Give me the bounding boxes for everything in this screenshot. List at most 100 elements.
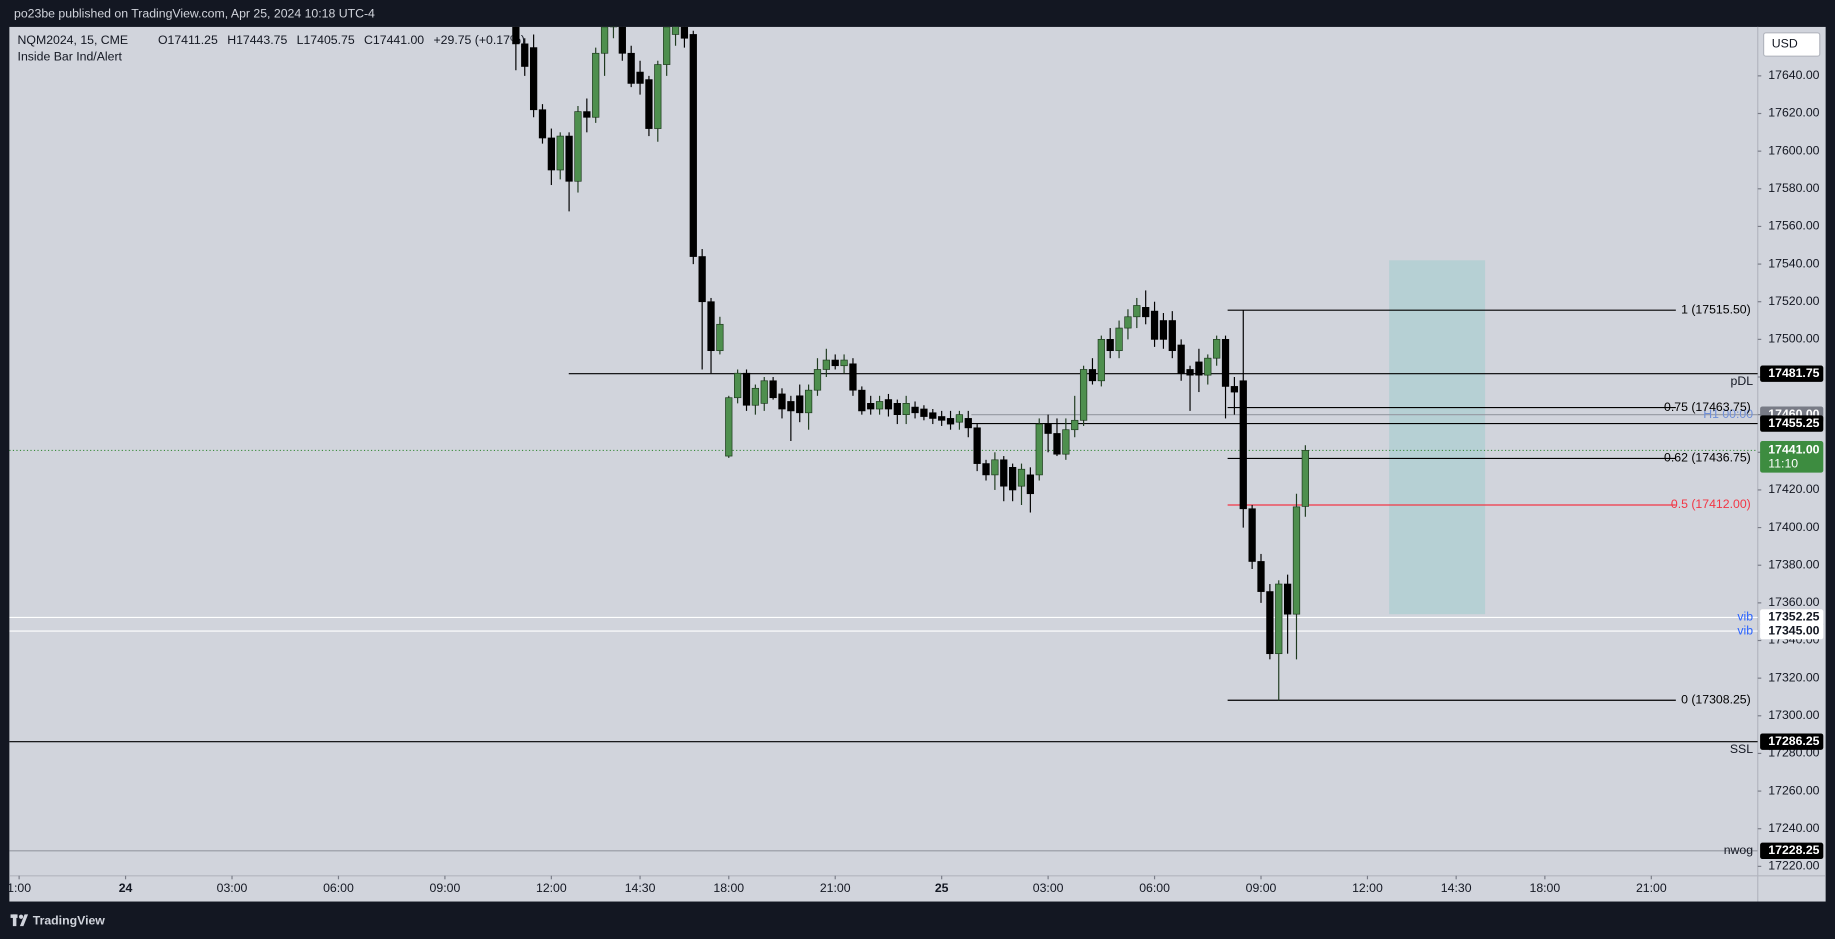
price-box	[1760, 622, 1824, 640]
candle-body	[1097, 339, 1105, 382]
candle-body	[716, 323, 724, 352]
fib-label: 1 (17515.50)	[1681, 302, 1751, 316]
candle-body	[663, 26, 671, 65]
ohlc-legend: C17441.00	[364, 33, 424, 47]
x-tick-label: 1:00	[7, 881, 31, 895]
candle-body	[583, 111, 591, 118]
candle-body	[1257, 561, 1265, 592]
y-tick-label: 17240.00	[1768, 821, 1819, 835]
fib-label: 0.5 (17412.00)	[1671, 497, 1751, 511]
y-tick-label: 17640.00	[1768, 68, 1819, 82]
candle-body	[1071, 419, 1079, 431]
candle-body	[547, 137, 555, 171]
candle-body	[1009, 466, 1017, 491]
candle-body	[1213, 339, 1221, 359]
candle-body	[592, 52, 600, 118]
y-tick-label: 17520.00	[1768, 294, 1819, 308]
y-tick-label: 17580.00	[1768, 181, 1819, 195]
candle-body	[742, 372, 751, 406]
candle-body	[1177, 344, 1185, 374]
candle-body	[920, 408, 928, 417]
x-tick-label: 21:00	[1636, 881, 1667, 895]
candle-body	[1168, 320, 1176, 352]
candle-body	[1133, 305, 1141, 318]
candle-body	[1186, 369, 1194, 376]
price-box	[1760, 365, 1824, 382]
x-tick-label: 12:00	[1352, 881, 1383, 895]
price-box-label: 17345.00	[1768, 623, 1819, 637]
y-tick-label: 17380.00	[1768, 557, 1819, 571]
brand: TradingView	[33, 914, 106, 928]
y-tick-label: 17600.00	[1768, 143, 1819, 157]
x-tick-label: 21:00	[820, 881, 851, 895]
price-box-label: 17455.25	[1768, 416, 1819, 430]
candle-body	[1017, 468, 1026, 487]
candle-body	[1115, 327, 1123, 352]
candle-body	[813, 369, 822, 391]
candle-body	[1292, 506, 1301, 615]
price-box	[1760, 415, 1824, 432]
candle-body	[654, 64, 662, 129]
candle-body	[734, 372, 742, 399]
candle-body	[636, 71, 644, 84]
candle-body	[769, 380, 777, 399]
level-name: H1 00:00	[1703, 407, 1753, 421]
y-tick-label: 17540.00	[1768, 256, 1819, 270]
ohlc-legend: H17443.75	[227, 33, 287, 47]
x-tick-label: 24	[119, 881, 133, 895]
candle-body	[1159, 320, 1168, 340]
candle-body	[1195, 361, 1203, 376]
price-box-label: 17286.25	[1768, 734, 1819, 748]
logo	[10, 914, 29, 927]
y-tick-label: 17260.00	[1768, 783, 1819, 797]
candle-body	[1150, 310, 1159, 340]
candle-body	[1035, 423, 1043, 476]
y-tick-label: 17500.00	[1768, 332, 1819, 346]
x-tick-label: 14:30	[1441, 881, 1472, 895]
x-tick-label: 06:00	[1139, 881, 1170, 895]
publisher: po23be published on TradingView.com, Apr…	[14, 6, 375, 20]
candle-body	[884, 399, 893, 410]
candle-body	[538, 109, 547, 139]
candle-body	[529, 47, 538, 111]
candle-body	[1142, 307, 1150, 318]
level-name: SSL	[1730, 742, 1753, 756]
candle-body	[867, 403, 875, 410]
candle-body	[618, 26, 626, 54]
candle-body	[938, 416, 946, 421]
last-price-box	[1760, 441, 1824, 473]
candle-body	[760, 380, 768, 404]
y-tick-label: 17420.00	[1768, 482, 1819, 496]
candle-body	[565, 135, 573, 182]
candle-body	[1053, 433, 1061, 455]
candle-body	[689, 34, 697, 257]
x-tick-label: 25	[935, 881, 949, 895]
x-tick-label: 09:00	[1246, 881, 1277, 895]
chart-pane	[9, 26, 1826, 902]
fib-label: 0.62 (17436.75)	[1664, 451, 1751, 465]
currency-box[interactable]	[1763, 32, 1821, 57]
x-tick-label: 12:00	[536, 881, 567, 895]
indicator: Inside Bar Ind/Alert	[18, 50, 123, 64]
candle-body	[707, 301, 715, 352]
candle-body	[698, 256, 706, 303]
x-tick-label: 14:30	[625, 881, 656, 895]
x-tick-label: 09:00	[430, 881, 461, 895]
candle-body	[929, 412, 937, 419]
countdown: 11:10	[1768, 457, 1798, 471]
candle-body	[671, 26, 680, 35]
y-tick-label: 17300.00	[1768, 708, 1819, 722]
candle-body	[893, 403, 901, 416]
candle-body	[831, 359, 839, 367]
candle-body	[627, 52, 635, 84]
candle-body	[964, 418, 972, 429]
y-tick-label: 17320.00	[1768, 670, 1819, 684]
candle-body	[1079, 369, 1088, 421]
x-tick-label: 18:00	[1530, 881, 1561, 895]
candle-body	[1239, 380, 1247, 510]
candle-body	[991, 459, 999, 476]
candle-body	[902, 403, 910, 416]
level-name: pDL	[1731, 374, 1754, 388]
